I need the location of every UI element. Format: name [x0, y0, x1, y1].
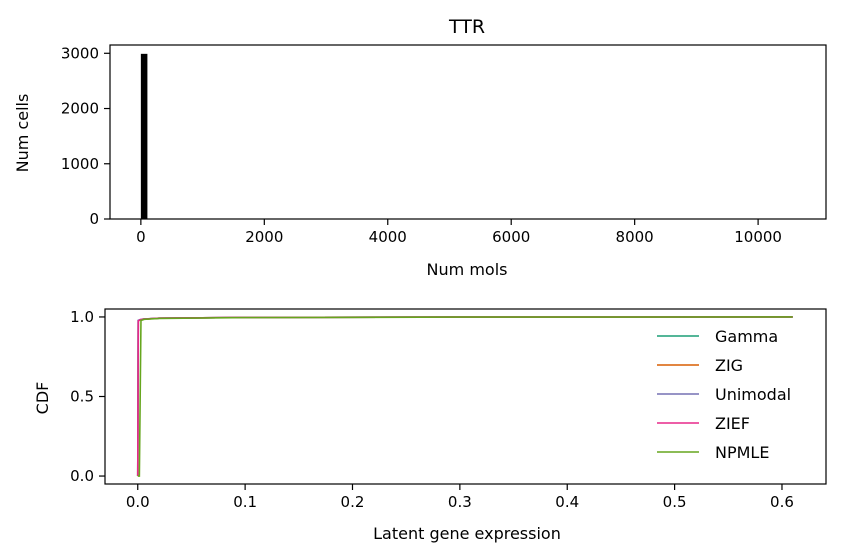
y-tick-label: 0.5 [70, 388, 94, 406]
y-tick-label: 0.0 [70, 467, 94, 485]
series-line-npmle [137, 316, 793, 477]
x-tick-label: 6000 [492, 228, 530, 246]
y-tick-label: 2000 [61, 100, 99, 118]
cdf-axes: 0.0 0.1 0.2 0.3 0.4 0.5 0.6 0.0 0.5 1.0 [70, 308, 827, 511]
legend-label: ZIG [715, 356, 743, 375]
x-axis-label: Num mols [427, 260, 508, 279]
cdf-lines [136, 316, 793, 477]
x-tick-label: 0.6 [770, 493, 794, 511]
legend: Gamma ZIG Unimodal ZIEF NPMLE [657, 327, 791, 462]
x-tick-label: 0.3 [448, 493, 472, 511]
y-tick-label: 1.0 [70, 308, 94, 326]
y-axis-label: Num cells [13, 94, 32, 173]
x-tick-label: 10000 [734, 228, 782, 246]
cdf-chart: 0.0 0.1 0.2 0.3 0.4 0.5 0.6 0.0 0.5 1.0 Gamma ZIG U… [33, 308, 827, 543]
legend-label: ZIEF [715, 414, 750, 433]
y-tick-label: 3000 [61, 44, 99, 62]
x-tick-label: 4000 [369, 228, 407, 246]
legend-label: Gamma [715, 327, 778, 346]
x-tick-label: 0.2 [341, 493, 365, 511]
x-tick-label: 0.1 [233, 493, 257, 511]
plot-frame [109, 44, 827, 220]
x-tick-label: 0.0 [126, 493, 150, 511]
histogram-axes: 0 2000 4000 6000 8000 10000 0 1000 2000 3000 [61, 44, 827, 246]
x-tick-label: 8000 [616, 228, 654, 246]
y-tick-label: 1000 [61, 155, 99, 173]
x-tick-label: 0 [136, 228, 146, 246]
y-axis-label: CDF [33, 382, 52, 415]
x-tick-label: 0.4 [555, 493, 579, 511]
x-axis-label: Latent gene expression [373, 524, 561, 543]
histogram-bar [140, 53, 148, 219]
legend-label: Unimodal [715, 385, 791, 404]
histogram-chart: TTR 0 2000 4000 6000 8000 100000100020003000 … [13, 16, 827, 279]
legend-label: NPMLE [715, 443, 769, 462]
histogram-bars [140, 53, 168, 219]
y-tick-label: 0 [89, 210, 99, 228]
x-tick-label: 0.5 [663, 493, 687, 511]
x-tick-label: 2000 [245, 228, 283, 246]
chart-title: TTR [448, 16, 485, 38]
